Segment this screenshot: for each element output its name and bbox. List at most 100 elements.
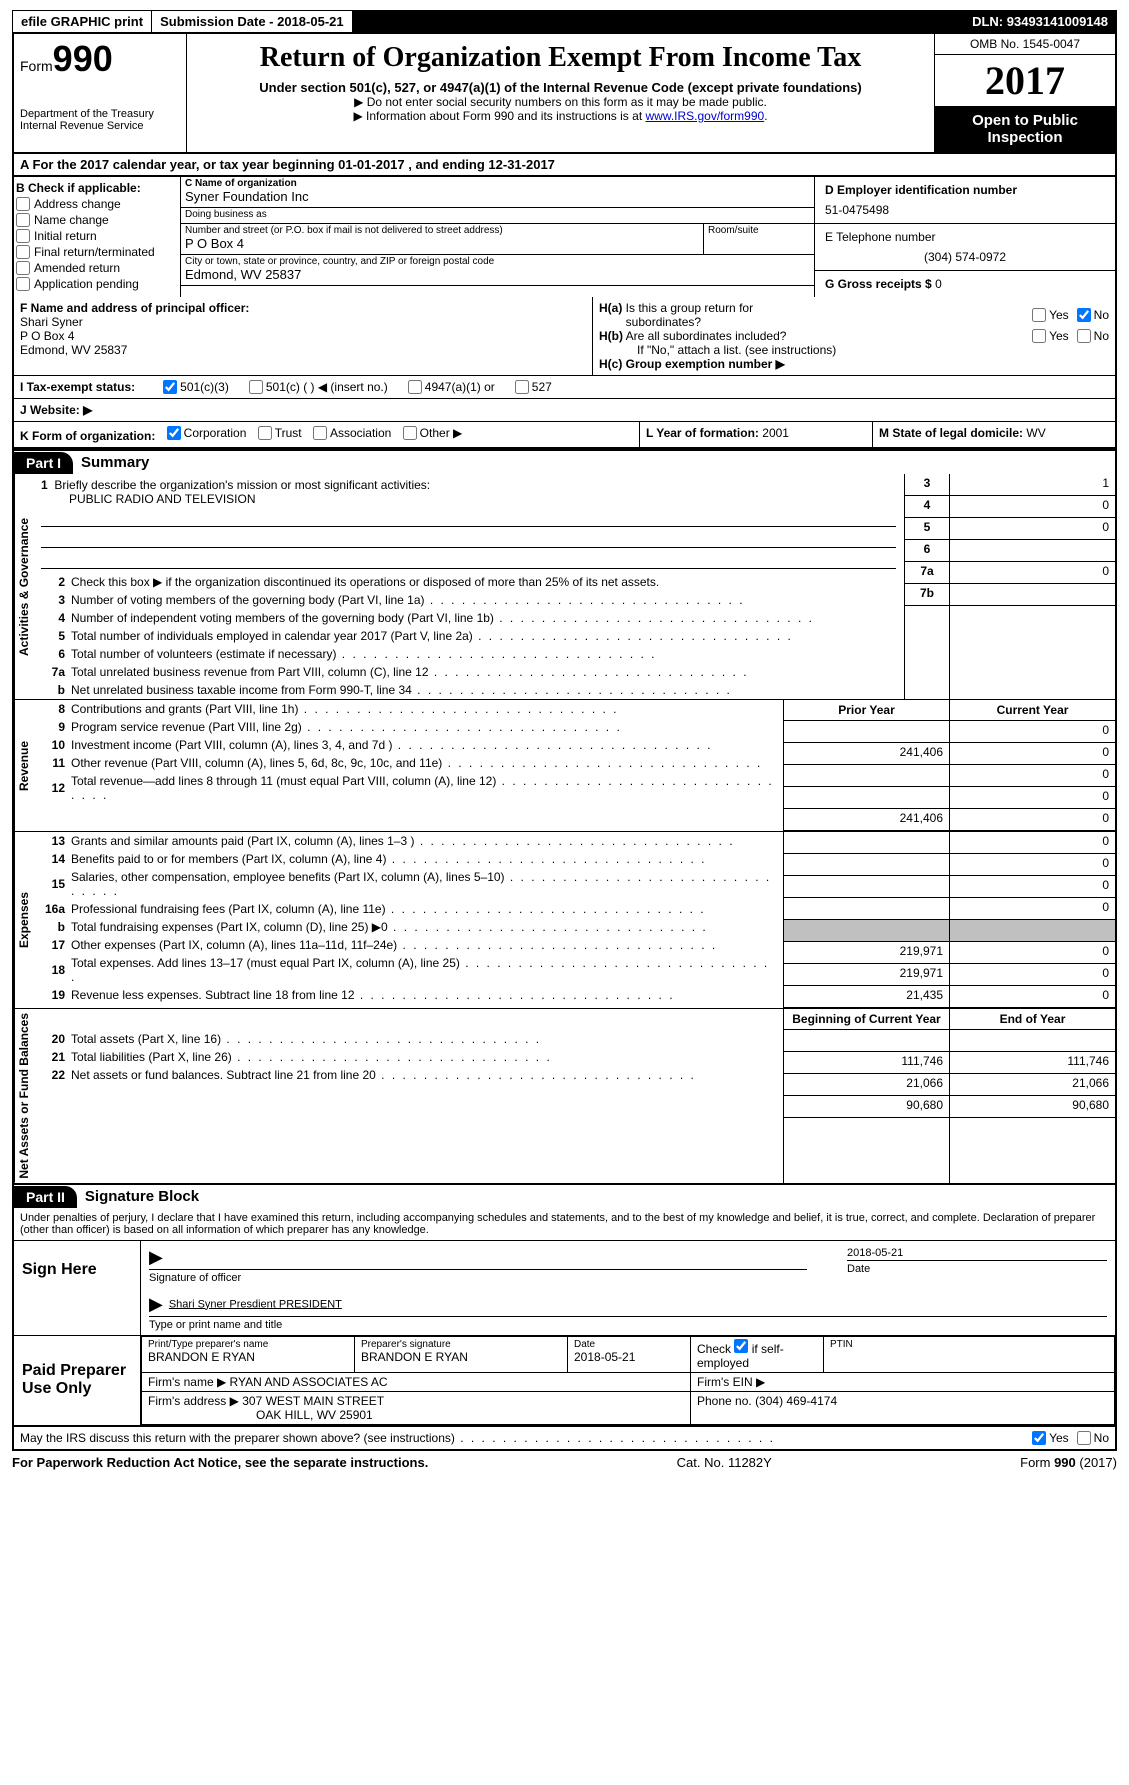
hb-yes[interactable] [1032, 329, 1046, 343]
discuss-row: May the IRS discuss this return with the… [12, 1427, 1117, 1451]
row-l: L Year of formation: 2001 [640, 422, 873, 447]
value-cell [784, 832, 949, 854]
top-bar: efile GRAPHIC print Submission Date - 20… [12, 10, 1117, 33]
summary-line: 6Total number of volunteers (estimate if… [33, 645, 904, 663]
section-deg: D Employer identification number 51-0475… [815, 177, 1115, 297]
chk-assoc[interactable] [313, 426, 327, 440]
chk-amended[interactable] [16, 261, 30, 275]
summary-line: 8Contributions and grants (Part VIII, li… [33, 700, 783, 718]
part1-header: Part I Summary [12, 449, 1117, 474]
value-cell [950, 920, 1115, 942]
chk-4947[interactable] [408, 380, 422, 394]
value-cell: 219,971 [784, 964, 949, 986]
ha-yes[interactable] [1032, 308, 1046, 322]
value-cell: 90,680 [950, 1096, 1115, 1118]
row-klm: K Form of organization: Corporation Trus… [12, 422, 1117, 449]
chk-other[interactable] [403, 426, 417, 440]
value-cell [784, 876, 949, 898]
efile-label: efile GRAPHIC print [13, 11, 151, 32]
value-cell [950, 540, 1115, 562]
chk-app-pending[interactable] [16, 277, 30, 291]
hb-no[interactable] [1077, 329, 1091, 343]
summary-line: 7aTotal unrelated business revenue from … [33, 663, 904, 681]
summary-line: 3Number of voting members of the governi… [33, 591, 904, 609]
section-b: B Check if applicable: Address change Na… [14, 177, 181, 297]
sec-activities-governance: Activities & Governance 1 1 Briefly desc… [14, 474, 1115, 699]
paid-preparer-label: Paid Preparer Use Only [14, 1336, 141, 1425]
part1-body: Activities & Governance 1 1 Briefly desc… [12, 474, 1117, 1185]
sign-here-label: Sign Here [14, 1241, 141, 1335]
chk-name-change[interactable] [16, 213, 30, 227]
summary-line: 13Grants and similar amounts paid (Part … [33, 832, 783, 850]
summary-line: 16aProfessional fundraising fees (Part I… [33, 900, 783, 918]
summary-line: 4Number of independent voting members of… [33, 609, 904, 627]
chk-501c[interactable] [249, 380, 263, 394]
chk-self-employed[interactable] [734, 1339, 748, 1353]
summary-line: 20Total assets (Part X, line 16) [33, 1030, 783, 1048]
sec-expenses: Expenses 13Grants and similar amounts pa… [14, 831, 1115, 1008]
chk-trust[interactable] [258, 426, 272, 440]
value-cell: 241,406 [784, 809, 949, 831]
chk-final-return[interactable] [16, 245, 30, 259]
sec-net-assets: Net Assets or Fund Balances 20Total asse… [14, 1008, 1115, 1183]
summary-line: 22Net assets or fund balances. Subtract … [33, 1066, 783, 1084]
header-left: Form990 Department of the Treasury Inter… [14, 34, 187, 152]
value-cell [784, 765, 949, 787]
value-cell [784, 854, 949, 876]
discuss-yes[interactable] [1032, 1431, 1046, 1445]
row-j: J Website: ▶ [12, 399, 1117, 422]
summary-line: 5Total number of individuals employed in… [33, 627, 904, 645]
summary-line: 11Other revenue (Part VIII, column (A), … [33, 754, 783, 772]
submission-date: Submission Date - 2018-05-21 [152, 11, 352, 32]
summary-line: 19Revenue less expenses. Subtract line 1… [33, 986, 783, 1004]
value-cell: 111,746 [784, 1052, 949, 1074]
section-a: A For the 2017 calendar year, or tax yea… [12, 154, 1117, 177]
chk-corp[interactable] [167, 426, 181, 440]
section-f: F Name and address of principal officer:… [14, 297, 593, 375]
value-cell [784, 898, 949, 920]
summary-line: bNet unrelated business taxable income f… [33, 681, 904, 699]
chk-501c3[interactable] [163, 380, 177, 394]
value-cell: 0 [950, 562, 1115, 584]
form-title: Return of Organization Exempt From Incom… [193, 42, 928, 74]
discuss-no[interactable] [1077, 1431, 1091, 1445]
value-cell: 0 [950, 765, 1115, 787]
value-cell: 7b [905, 584, 949, 606]
value-cell: 6 [905, 540, 949, 562]
row-k: K Form of organization: Corporation Trus… [14, 422, 640, 447]
value-cell: 21,066 [950, 1074, 1115, 1096]
value-cell: 0 [950, 876, 1115, 898]
row-i: I Tax-exempt status: 501(c)(3) 501(c) ( … [12, 376, 1117, 399]
instructions-link[interactable]: www.IRS.gov/form990 [645, 109, 764, 123]
preparer-table: Print/Type preparer's nameBRANDON E RYAN… [141, 1336, 1115, 1425]
value-cell [784, 920, 949, 942]
value-cell: 0 [950, 496, 1115, 518]
value-cell [784, 787, 949, 809]
value-cell [950, 584, 1115, 606]
chk-initial-return[interactable] [16, 229, 30, 243]
value-cell: 0 [950, 854, 1115, 876]
section-fh: F Name and address of principal officer:… [12, 297, 1117, 376]
value-cell: 241,406 [784, 743, 949, 765]
chk-527[interactable] [515, 380, 529, 394]
value-cell: 0 [950, 743, 1115, 765]
page-footer: For Paperwork Reduction Act Notice, see … [12, 1451, 1117, 1474]
ha-no[interactable] [1077, 308, 1091, 322]
value-cell: 0 [950, 518, 1115, 540]
value-cell: 0 [950, 964, 1115, 986]
value-cell: 5 [905, 518, 949, 540]
value-cell: 1 [950, 474, 1115, 496]
dln: DLN: 93493141009148 [964, 11, 1116, 32]
row-m: M State of legal domicile: WV [873, 422, 1115, 447]
summary-line: 9Program service revenue (Part VIII, lin… [33, 718, 783, 736]
header-title-block: Return of Organization Exempt From Incom… [187, 34, 934, 152]
section-bcd: B Check if applicable: Address change Na… [12, 177, 1117, 297]
section-c: C Name of organization Syner Foundation … [181, 177, 815, 297]
value-cell: 21,066 [784, 1074, 949, 1096]
summary-line: 21Total liabilities (Part X, line 26) [33, 1048, 783, 1066]
summary-line: 17Other expenses (Part IX, column (A), l… [33, 936, 783, 954]
form-990-page: efile GRAPHIC print Submission Date - 20… [0, 0, 1129, 1494]
summary-line: 14Benefits paid to or for members (Part … [33, 850, 783, 868]
chk-address-change[interactable] [16, 197, 30, 211]
header-right: OMB No. 1545-0047 2017 Open to Public In… [934, 34, 1115, 152]
